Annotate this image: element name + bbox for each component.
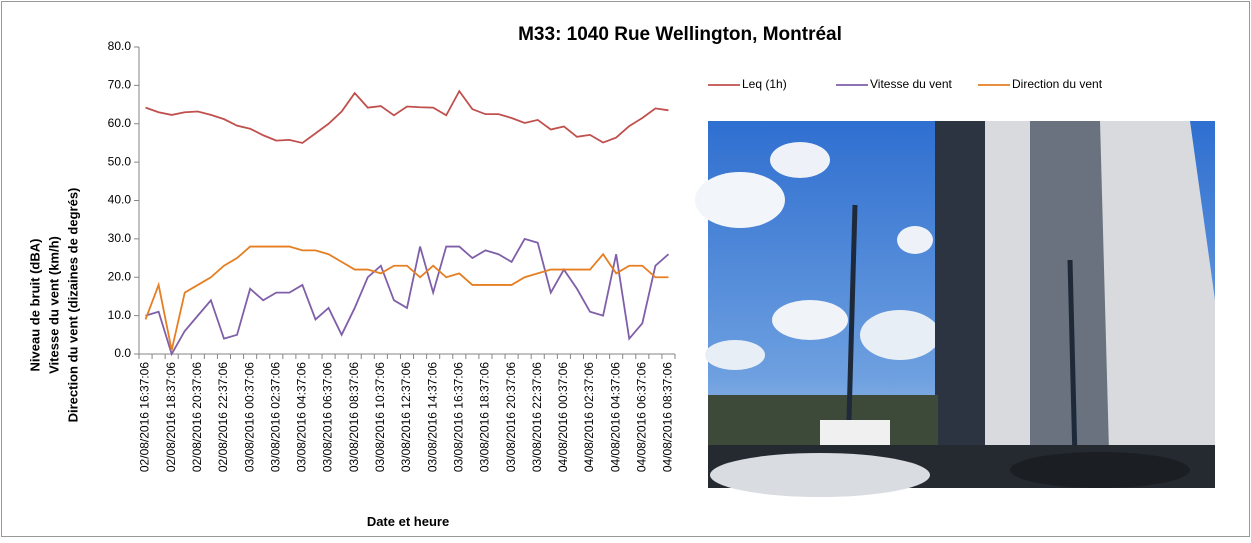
x-tick-label: 03/08/2016 20:37:06 [504,362,518,472]
y-axis-label: Niveau de bruit (dBA) [27,239,42,372]
x-tick-label: 03/08/2016 02:37:06 [268,362,282,472]
y-axis-label: Vitesse du vent (km/h) [46,236,61,374]
legend-label: Leq (1h) [742,77,787,91]
y-tick-label: 30.0 [108,231,132,245]
x-tick-label: 03/08/2016 08:37:06 [347,362,361,472]
car [1010,452,1190,488]
x-tick-label: 03/08/2016 10:37:06 [373,362,387,472]
x-tick-label: 03/08/2016 06:37:06 [321,362,335,472]
cloud [772,300,848,340]
y-tick-label: 50.0 [108,154,132,168]
x-tick-label: 03/08/2016 00:37:06 [242,362,256,472]
x-tick-label: 02/08/2016 18:37:06 [164,362,178,472]
lamp-post [1067,259,1078,461]
x-tick-label: 03/08/2016 16:37:06 [451,362,465,472]
building-glass [935,121,985,488]
y-tick-label: 0.0 [114,346,131,360]
cloud [860,310,940,360]
x-tick-label: 02/08/2016 16:37:06 [138,362,152,472]
legend-label: Direction du vent [1012,77,1103,91]
cloud [897,226,933,254]
car [710,453,930,497]
series-line [145,237,670,357]
x-tick-label: 03/08/2016 14:37:06 [425,362,439,472]
x-tick-label: 04/08/2016 08:37:06 [661,362,675,472]
chart-title: M33: 1040 Rue Wellington, Montréal [518,24,842,45]
y-tick-label: 60.0 [108,116,132,130]
y-tick-label: 20.0 [108,269,132,283]
x-tick-label: 04/08/2016 04:37:06 [608,362,622,472]
x-tick-label: 03/08/2016 04:37:06 [295,362,309,472]
y-tick-label: 80.0 [108,39,132,53]
cloud [695,172,785,228]
y-tick-label: 70.0 [108,78,132,92]
x-tick-label: 02/08/2016 20:37:06 [190,362,204,472]
x-tick-label: 04/08/2016 00:37:06 [556,362,570,472]
x-axis-label: Date et heure [367,514,449,529]
y-axis-label: Direction du vent (dizaines de degrés) [65,188,80,423]
x-tick-label: 03/08/2016 22:37:06 [530,362,544,472]
y-tick-label: 10.0 [108,308,132,322]
cloud [770,142,830,178]
lamp-post [845,204,858,456]
photo [695,121,1215,497]
x-tick-label: 03/08/2016 18:37:06 [478,362,492,472]
cloud [705,340,765,370]
series-line [144,245,669,351]
legend-label: Vitesse du vent [870,77,952,91]
series-line [145,89,669,144]
x-tick-label: 02/08/2016 22:37:06 [216,362,230,472]
x-tick-label: 03/08/2016 12:37:06 [399,362,413,472]
y-tick-label: 40.0 [108,193,132,207]
x-tick-label: 04/08/2016 06:37:06 [634,362,648,472]
x-tick-label: 04/08/2016 02:37:06 [582,362,596,472]
